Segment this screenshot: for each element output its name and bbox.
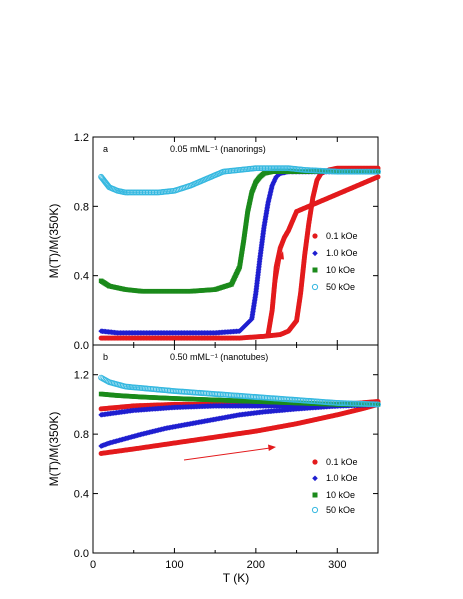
xtick-label-1: 100 bbox=[165, 559, 183, 571]
legend-b-marker-green bbox=[312, 492, 318, 498]
ytick-label-a-3: 1.2 bbox=[74, 132, 89, 144]
xtick-label-2: 200 bbox=[247, 559, 265, 571]
panel-b-frame bbox=[92, 344, 379, 554]
legend-b-label-0: 0.1 kOe bbox=[326, 457, 358, 467]
panel-a-marks bbox=[98, 165, 381, 341]
data-point-a-4-end bbox=[375, 168, 381, 175]
ytick-label-a-0: 0.0 bbox=[74, 340, 89, 352]
legend-a-label-0: 0.1 kOe bbox=[326, 231, 358, 241]
legend-b: 0.1 kOe 1.0 kOe 10 kOe 50 kOe bbox=[311, 457, 358, 515]
ytick-label-a-2: 0.8 bbox=[74, 201, 89, 213]
legend-a-label-2: 10 kOe bbox=[326, 265, 355, 275]
data-point-a-1-end bbox=[375, 174, 381, 180]
panel-a-ylabel: M(T)/M(350K) bbox=[47, 204, 61, 279]
legend-a-label-3: 50 kOe bbox=[326, 282, 355, 292]
data-point-b-5-end bbox=[375, 401, 381, 408]
panel-a-annotation: 0.05 mML⁻¹ (nanorings) bbox=[170, 144, 266, 154]
legend-b-label-3: 50 kOe bbox=[326, 505, 355, 515]
arrow-a bbox=[274, 251, 284, 293]
legend-b-label-2: 10 kOe bbox=[326, 490, 355, 500]
panel-b-ylabel: M(T)/M(350K) bbox=[47, 412, 61, 487]
panel-a-letter: a bbox=[103, 144, 108, 154]
legend-a-marker-cyan bbox=[311, 283, 319, 291]
legend-b-marker-red bbox=[312, 459, 318, 465]
panel-b-letter: b bbox=[103, 352, 108, 362]
data-point-b-4-end bbox=[375, 402, 381, 407]
legend-a-marker-green bbox=[312, 267, 318, 273]
ytick-label-b-2: 0.8 bbox=[74, 429, 89, 441]
panel-b-annotation: 0.50 mML⁻¹ (nanotubes) bbox=[170, 352, 268, 362]
ytick-label-b-0: 0.0 bbox=[74, 548, 89, 560]
legend-a-label-1: 1.0 kOe bbox=[326, 248, 358, 258]
legend-b-marker-cyan bbox=[311, 506, 319, 514]
legend-a: 0.1 kOe 1.0 kOe 10 kOe 50 kOe bbox=[311, 231, 358, 292]
legend-b-label-1: 1.0 kOe bbox=[326, 473, 358, 483]
legend-a-marker-red bbox=[312, 233, 318, 239]
xtick-label-0: 0 bbox=[90, 559, 96, 571]
ytick-label-b-1: 0.4 bbox=[74, 489, 89, 501]
ytick-label-a-1: 0.4 bbox=[74, 271, 89, 283]
arrow-b bbox=[183, 444, 276, 461]
data-point-a-3-end bbox=[375, 169, 381, 174]
legend-b-marker-blue bbox=[312, 475, 318, 482]
legend-a-marker-blue bbox=[312, 250, 318, 257]
x-axis-label: T (K) bbox=[223, 571, 249, 585]
ytick-label-b-3: 1.2 bbox=[74, 370, 89, 382]
panel-b-marks bbox=[98, 374, 381, 456]
xtick-label-3: 300 bbox=[328, 559, 346, 571]
axis-ticks: 0.0 0.4 0.8 1.2 0.0 0.4 0.8 1.2 0 100 200 300 bbox=[74, 132, 379, 571]
